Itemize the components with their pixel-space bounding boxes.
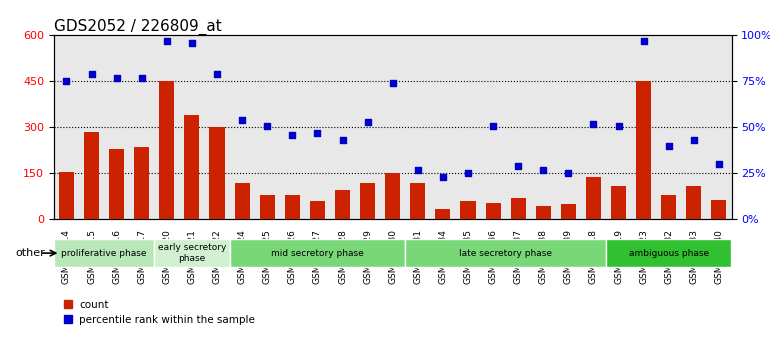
Point [512,163,524,169]
Bar [586,177,601,219]
Point [437,174,449,180]
Bar [611,186,626,219]
Legend: count, percentile rank within the sample: count, percentile rank within the sample [59,296,259,329]
Bar [310,201,325,219]
Bar [486,202,500,219]
Bar [536,206,551,219]
Text: GDS2052 / 226809_at: GDS2052 / 226809_at [54,19,222,35]
Point [387,80,399,86]
Text: late secretory phase: late secretory phase [459,249,552,258]
Bar [711,200,726,219]
FancyBboxPatch shape [154,239,229,268]
Bar [134,147,149,219]
Text: ambiguous phase: ambiguous phase [628,249,709,258]
Point [161,38,173,44]
Point [110,75,122,81]
Text: early secretory
phase: early secretory phase [158,244,226,263]
Point [663,143,675,149]
Bar [335,190,350,219]
Bar [360,183,375,219]
Bar [84,132,99,219]
FancyBboxPatch shape [229,239,405,268]
Bar [661,195,676,219]
Point [588,121,600,127]
Bar [59,172,74,219]
Bar [511,198,526,219]
FancyBboxPatch shape [405,239,606,268]
Bar [184,115,199,219]
Point [612,123,624,129]
FancyBboxPatch shape [606,239,732,268]
Point [688,137,700,143]
Bar [460,201,476,219]
Point [85,71,98,77]
Point [713,161,725,167]
Bar [435,209,450,219]
Point [487,123,499,129]
Text: other: other [15,248,45,258]
Bar [159,81,174,219]
Bar [636,81,651,219]
Bar [109,149,124,219]
Point [562,171,574,176]
Bar [410,183,425,219]
Point [336,137,349,143]
Bar [686,186,701,219]
Bar [561,204,576,219]
Point [60,79,72,84]
Point [186,40,198,46]
Point [261,123,273,129]
Point [462,171,474,176]
Bar [259,195,275,219]
Bar [209,127,225,219]
Bar [385,173,400,219]
Point [136,75,148,81]
Text: mid secretory phase: mid secretory phase [271,249,363,258]
Point [211,71,223,77]
Point [236,117,248,123]
Point [311,130,323,136]
Point [537,167,550,173]
Bar [235,183,249,219]
Point [638,38,650,44]
FancyBboxPatch shape [54,239,154,268]
Bar [285,195,300,219]
Point [286,132,299,138]
Text: proliferative phase: proliferative phase [62,249,147,258]
Point [361,119,373,125]
Point [412,167,424,173]
